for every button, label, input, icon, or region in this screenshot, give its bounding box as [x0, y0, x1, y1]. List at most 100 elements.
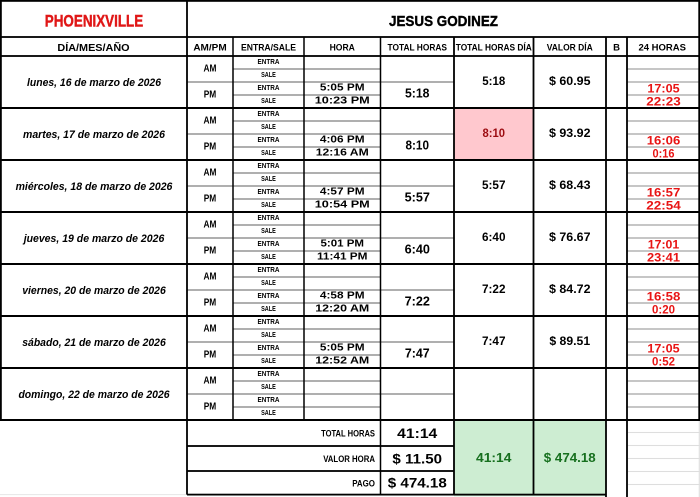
svg-text:SALE: SALE — [261, 200, 276, 209]
svg-text:ENTRA: ENTRA — [258, 395, 280, 404]
svg-text:AM: AM — [204, 270, 217, 282]
svg-text:sábado, 21 de marzo de 2026: sábado, 21 de marzo de 2026 — [22, 337, 166, 349]
svg-text:$ 474.18: $ 474.18 — [388, 475, 447, 491]
svg-text:4:06 PM: 4:06 PM — [320, 133, 365, 145]
svg-text:12:52 AM: 12:52 AM — [315, 354, 369, 366]
svg-text:HORA: HORA — [330, 42, 355, 53]
svg-text:$ 68.43: $ 68.43 — [549, 178, 591, 192]
svg-text:martes, 17 de marzo de 2026: martes, 17 de marzo de 2026 — [23, 129, 166, 141]
svg-text:JESUS GODINEZ: JESUS GODINEZ — [389, 13, 498, 30]
svg-text:17:05: 17:05 — [647, 83, 680, 95]
svg-text:ENTRA: ENTRA — [258, 135, 280, 144]
svg-text:AM: AM — [204, 322, 217, 334]
svg-text:16:58: 16:58 — [647, 291, 681, 303]
svg-text:7:47: 7:47 — [405, 346, 430, 361]
svg-text:23:41: 23:41 — [647, 252, 681, 264]
svg-text:SALE: SALE — [261, 304, 276, 313]
svg-text:ENTRA: ENTRA — [258, 369, 280, 378]
svg-text:DÍA/MES/AÑO: DÍA/MES/AÑO — [57, 41, 129, 54]
svg-text:6:40: 6:40 — [405, 242, 430, 257]
svg-text:PM: PM — [204, 140, 217, 152]
svg-text:0:52: 0:52 — [652, 356, 675, 368]
svg-text:PM: PM — [204, 244, 217, 256]
svg-text:SALE: SALE — [261, 148, 276, 157]
svg-text:ENTRA: ENTRA — [258, 343, 280, 352]
svg-text:AM: AM — [204, 218, 217, 230]
svg-text:6:40: 6:40 — [482, 230, 506, 244]
svg-text:ENTRA: ENTRA — [258, 187, 280, 196]
svg-text:PM: PM — [204, 400, 217, 412]
svg-text:22:54: 22:54 — [646, 200, 681, 212]
svg-text:SALE: SALE — [261, 278, 276, 287]
svg-text:PAGO: PAGO — [352, 478, 375, 488]
svg-text:16:57: 16:57 — [647, 187, 681, 199]
svg-text:10:23 PM: 10:23 PM — [315, 94, 370, 106]
svg-text:5:57: 5:57 — [482, 178, 506, 192]
svg-text:8:10: 8:10 — [483, 126, 506, 140]
svg-text:TOTAL HORAS: TOTAL HORAS — [321, 429, 375, 439]
svg-text:ENTRA: ENTRA — [258, 239, 280, 248]
svg-text:ENTRA: ENTRA — [258, 109, 280, 118]
svg-text:22:23: 22:23 — [646, 96, 681, 108]
svg-text:PHOENIXVILLE: PHOENIXVILLE — [45, 11, 143, 30]
svg-text:SALE: SALE — [261, 382, 276, 391]
svg-text:4:58 PM: 4:58 PM — [320, 289, 365, 301]
svg-text:5:05 PM: 5:05 PM — [320, 81, 365, 93]
svg-text:$ 84.72: $ 84.72 — [549, 282, 591, 296]
svg-text:ENTRA: ENTRA — [258, 265, 280, 274]
svg-text:ENTRA: ENTRA — [258, 83, 280, 92]
svg-text:SALE: SALE — [261, 174, 276, 183]
svg-text:12:16 AM: 12:16 AM — [316, 146, 369, 158]
svg-text:7:22: 7:22 — [405, 294, 430, 309]
svg-text:VALOR HORA: VALOR HORA — [323, 454, 375, 464]
svg-text:10:54 PM: 10:54 PM — [315, 198, 370, 210]
svg-text:12:20 AM: 12:20 AM — [315, 302, 369, 314]
svg-text:SALE: SALE — [261, 226, 276, 235]
svg-text:ENTRA: ENTRA — [258, 161, 280, 170]
svg-text:TOTAL HORAS: TOTAL HORAS — [388, 42, 448, 53]
svg-text:41:14: 41:14 — [476, 451, 511, 465]
svg-text:5:18: 5:18 — [482, 74, 505, 88]
svg-text:ENTRA: ENTRA — [258, 291, 280, 300]
svg-text:SALE: SALE — [261, 122, 276, 131]
svg-text:AM/PM: AM/PM — [193, 42, 226, 53]
svg-text:0:20: 0:20 — [652, 304, 675, 316]
svg-text:$ 11.50: $ 11.50 — [392, 450, 442, 466]
svg-text:11:41 PM: 11:41 PM — [317, 250, 368, 262]
svg-text:5:01 PM: 5:01 PM — [321, 237, 365, 249]
svg-text:SALE: SALE — [261, 96, 276, 105]
svg-text:lunes, 16 de marzo de 2026: lunes, 16 de marzo de 2026 — [27, 77, 162, 89]
svg-text:8:10: 8:10 — [406, 138, 430, 153]
svg-text:AM: AM — [204, 62, 217, 74]
svg-text:miércoles, 18 de marzo de 2026: miércoles, 18 de marzo de 2026 — [16, 181, 174, 193]
svg-text:viernes, 20 de marzo de 2026: viernes, 20 de marzo de 2026 — [22, 285, 166, 297]
svg-text:$ 76.67: $ 76.67 — [549, 230, 591, 244]
svg-text:4:57 PM: 4:57 PM — [320, 185, 365, 197]
svg-text:0:16: 0:16 — [653, 148, 675, 160]
svg-text:24 HORAS: 24 HORAS — [638, 42, 686, 53]
svg-text:$ 93.92: $ 93.92 — [549, 126, 591, 140]
svg-text:TOTAL HORAS DÍA: TOTAL HORAS DÍA — [456, 42, 532, 53]
svg-text:ENTRA/SALE: ENTRA/SALE — [241, 42, 296, 53]
svg-text:SALE: SALE — [261, 330, 276, 339]
svg-text:5:18: 5:18 — [405, 86, 430, 101]
svg-text:ENTRA: ENTRA — [258, 57, 280, 66]
svg-text:$ 60.95: $ 60.95 — [549, 74, 591, 88]
svg-text:$ 89.51: $ 89.51 — [549, 334, 590, 348]
svg-text:PM: PM — [204, 192, 217, 204]
svg-text:jueves, 19 de marzo de 2026: jueves, 19 de marzo de 2026 — [22, 233, 165, 245]
svg-text:7:22: 7:22 — [482, 282, 506, 296]
svg-text:SALE: SALE — [261, 252, 276, 261]
svg-text:SALE: SALE — [261, 408, 276, 417]
svg-text:SALE: SALE — [261, 356, 276, 365]
svg-text:B: B — [613, 42, 620, 53]
svg-text:16:06: 16:06 — [647, 135, 681, 147]
svg-text:AM: AM — [204, 114, 217, 126]
svg-text:$ 474.18: $ 474.18 — [544, 451, 596, 465]
svg-text:AM: AM — [204, 166, 217, 178]
svg-text:VALOR DÍA: VALOR DÍA — [547, 42, 593, 53]
svg-text:PM: PM — [204, 296, 217, 308]
svg-text:5:57: 5:57 — [405, 190, 430, 205]
svg-text:7:47: 7:47 — [482, 334, 506, 348]
svg-text:PM: PM — [204, 88, 217, 100]
